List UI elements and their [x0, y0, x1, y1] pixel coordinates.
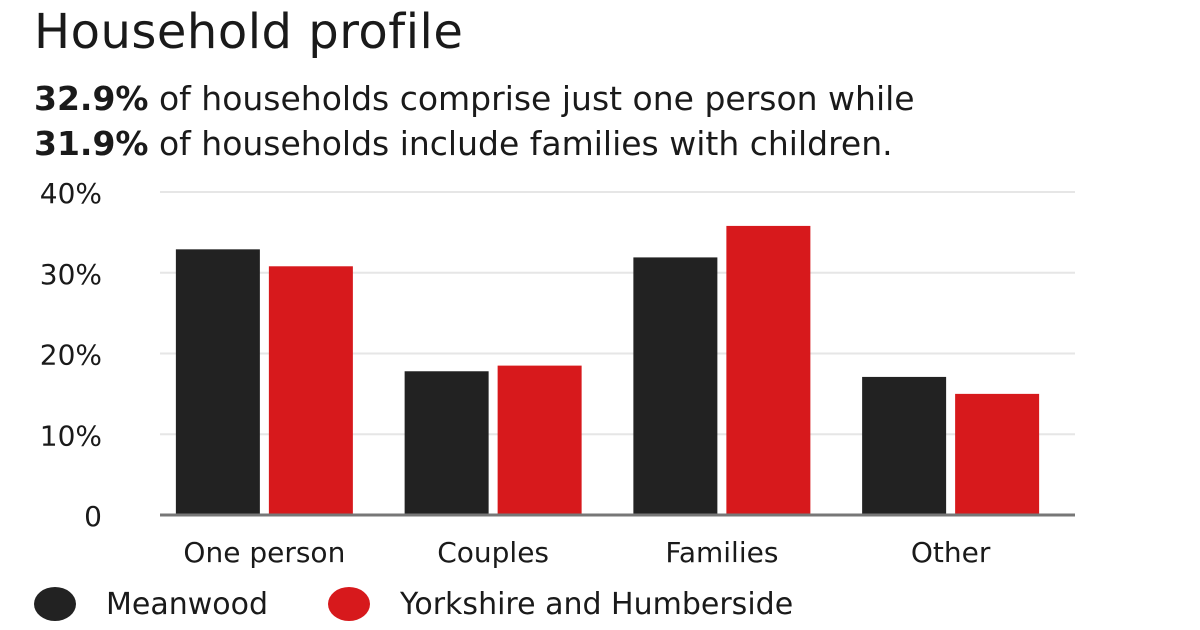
bar-one-person-meanwood: [175, 249, 260, 515]
bar-families-meanwood: [633, 257, 718, 515]
x-tick-label-families: Families: [665, 536, 778, 569]
chart-title: Household profile: [34, 4, 464, 60]
bar-couples-meanwood: [404, 371, 489, 515]
y-tick-label-20: 20%: [40, 339, 102, 372]
bar-other-meanwood: [862, 376, 947, 515]
x-tick-label-other: Other: [911, 536, 991, 569]
subtitle-line2-text: of households include families with chil…: [148, 124, 893, 163]
legend-swatch-yorkshire: [328, 587, 371, 621]
legend-label-yorkshire: Yorkshire and Humberside: [400, 586, 794, 622]
one-person-share: 32.9%: [34, 79, 149, 118]
y-tick-label-30: 30%: [40, 258, 102, 291]
subtitle-line1-text: of households comprise just one person w…: [148, 79, 915, 118]
families-share: 31.9%: [34, 124, 149, 163]
chart-subtitle: 32.9% of households comprise just one pe…: [34, 76, 915, 166]
legend-item-yorkshire: Yorkshire and Humberside: [328, 587, 793, 622]
x-tick-label-one-person: One person: [183, 536, 345, 569]
bar-one-person-yorkshire-and-humberside: [268, 266, 353, 515]
bar-other-yorkshire-and-humberside: [955, 393, 1040, 515]
legend-item-meanwood: Meanwood: [34, 587, 268, 622]
legend-label-meanwood: Meanwood: [106, 586, 269, 622]
legend-swatch-meanwood: [34, 587, 76, 621]
chart-legend: Meanwood Yorkshire and Humberside: [34, 583, 853, 625]
y-tick-label-0: 0: [84, 500, 102, 533]
bar-families-yorkshire-and-humberside: [726, 225, 811, 516]
y-tick-label-40: 40%: [40, 177, 102, 210]
bar-couples-yorkshire-and-humberside: [497, 365, 582, 515]
x-tick-label-couples: Couples: [437, 536, 549, 569]
y-tick-label-10: 10%: [40, 419, 102, 452]
